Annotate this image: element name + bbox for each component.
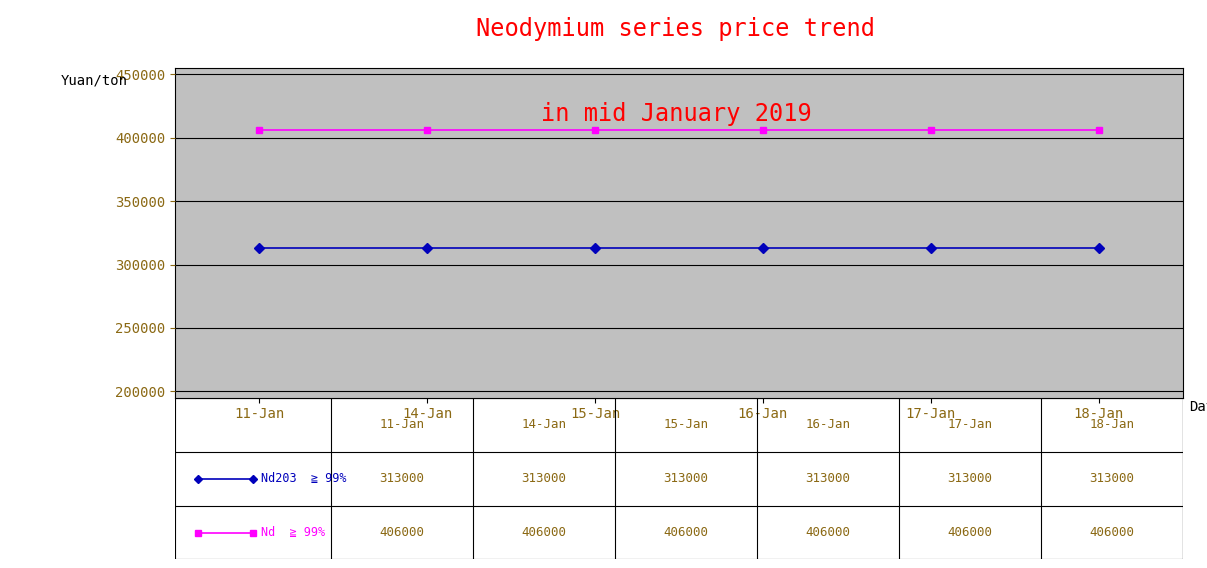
Text: 14-Jan: 14-Jan [521,418,566,431]
Text: 406000: 406000 [1090,526,1135,539]
Text: 313000: 313000 [805,472,851,485]
Text: in mid January 2019: in mid January 2019 [541,102,811,126]
Text: 406000: 406000 [947,526,992,539]
Text: 406000: 406000 [380,526,425,539]
Text: 406000: 406000 [805,526,851,539]
Text: Yuan/ton: Yuan/ton [60,74,128,88]
Text: 15-Jan: 15-Jan [664,418,709,431]
Text: Nd  ≧ 99%: Nd ≧ 99% [261,526,325,539]
Text: 406000: 406000 [664,526,709,539]
Text: 18-Jan: 18-Jan [1090,418,1135,431]
Text: Date: Date [1189,400,1207,415]
Text: 17-Jan: 17-Jan [947,418,992,431]
Text: 313000: 313000 [664,472,709,485]
Text: 16-Jan: 16-Jan [805,418,851,431]
Text: 313000: 313000 [947,472,992,485]
Text: Neodymium series price trend: Neodymium series price trend [477,17,875,41]
Text: 313000: 313000 [1090,472,1135,485]
Text: 11-Jan: 11-Jan [380,418,425,431]
Text: Nd203  ≧ 99%: Nd203 ≧ 99% [261,472,346,485]
Text: 313000: 313000 [380,472,425,485]
Text: 406000: 406000 [521,526,566,539]
Text: 313000: 313000 [521,472,566,485]
